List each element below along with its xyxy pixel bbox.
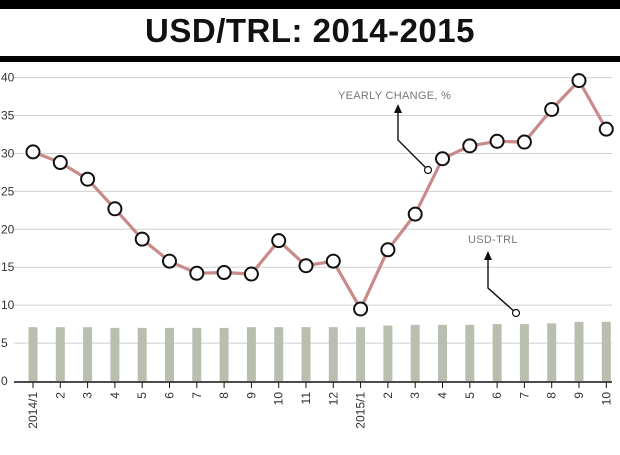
bar: [328, 327, 338, 381]
x-tick-label: 12: [326, 392, 340, 406]
bar: [55, 327, 65, 381]
line-point: [380, 242, 396, 258]
top-rule: [0, 0, 620, 9]
chart-title: USD/TRL: 2014-2015: [145, 12, 475, 49]
usd-trl-pointer: [487, 258, 517, 314]
bar: [274, 327, 284, 381]
line-layer: [32, 79, 608, 311]
x-tick-label: 2014/1: [26, 392, 40, 429]
y-tick-label: 0: [1, 374, 8, 388]
bar: [492, 324, 502, 381]
line-point: [243, 266, 259, 282]
usd-trl-annotation: USD-TRL: [468, 234, 518, 246]
x-tick-label: 6: [163, 392, 177, 399]
yearly-change-annotation: YEARLY CHANGE, %: [338, 90, 451, 102]
x-tick-label: 8: [217, 392, 231, 399]
line-point: [107, 201, 123, 217]
x-tick-label: 4: [436, 392, 450, 399]
x-tick-label: 4: [108, 392, 122, 399]
x-tick-label: 7: [190, 392, 204, 399]
bar: [83, 327, 93, 381]
usd-trl-arrowhead: [484, 251, 492, 260]
yearly-change-arrowhead: [394, 104, 402, 113]
line-point: [298, 258, 314, 274]
y-tick-label: 5: [1, 336, 8, 350]
x-tick-label: 2: [381, 392, 395, 399]
line-point: [134, 231, 150, 247]
bar: [547, 323, 557, 381]
bar: [246, 327, 256, 381]
x-tick-label: 6: [490, 392, 504, 399]
bar: [465, 324, 475, 381]
line-point: [544, 101, 560, 117]
bar: [383, 325, 393, 381]
line-point: [216, 265, 232, 281]
bar: [519, 324, 529, 381]
x-tick-label: 9: [244, 392, 258, 399]
x-tick-label: 5: [135, 392, 149, 399]
grid-layer: [14, 77, 612, 344]
line-point: [516, 134, 532, 150]
y-tick-label: 25: [1, 184, 15, 198]
bar: [574, 321, 584, 381]
title-rule: [0, 56, 620, 62]
line-point: [353, 301, 369, 317]
y-tick-label: 40: [1, 71, 15, 85]
yearly-change-line: [32, 79, 608, 311]
line-point: [325, 253, 341, 269]
x-tick-label: 5: [463, 392, 477, 399]
line-point: [407, 206, 423, 222]
point-layer: [25, 73, 614, 317]
bar: [192, 327, 202, 381]
bar: [137, 327, 147, 381]
line-point: [489, 133, 505, 149]
line-point: [271, 233, 287, 249]
x-tick-label: 7: [517, 392, 531, 399]
line-point: [189, 265, 205, 281]
x-tick-label: 2015/1: [354, 392, 368, 429]
bar: [438, 324, 447, 381]
line-point: [162, 253, 177, 269]
x-tick-label: 11: [299, 392, 313, 405]
x-tick-label: 8: [545, 392, 559, 399]
line-point: [462, 138, 478, 154]
line-point: [80, 171, 96, 187]
x-tick-label: 9: [572, 392, 586, 399]
x-tick-label: 3: [408, 392, 422, 399]
bar-layer: [28, 321, 611, 381]
bar: [410, 324, 420, 381]
x-tick-label: 2: [53, 392, 67, 399]
x-tick-label: 10: [599, 392, 613, 406]
bar: [165, 327, 174, 381]
x-tick-label: 3: [81, 392, 95, 399]
y-tick-label: 20: [1, 222, 15, 236]
bar: [601, 321, 611, 381]
line-point: [25, 144, 41, 160]
yearly-change-pointer: [397, 110, 429, 171]
x-tick-label: 10: [272, 392, 286, 406]
y-tick-label: 35: [1, 109, 15, 123]
bar: [301, 327, 311, 381]
bar: [356, 327, 366, 381]
yearly-change-pointer-dot: [423, 165, 433, 175]
y-tick-label: 15: [1, 260, 15, 274]
usd-trl-pointer-dot: [511, 308, 521, 318]
bar: [219, 327, 229, 381]
line-point: [435, 151, 450, 167]
bar: [28, 327, 38, 381]
y-tick-label: 10: [1, 298, 15, 312]
y-tick-label: 30: [1, 146, 15, 160]
line-point: [598, 121, 614, 137]
line-point: [571, 73, 587, 89]
line-point: [52, 155, 68, 171]
bar: [110, 327, 120, 381]
annotation-layer: YEARLY CHANGE, % USD-TRL: [338, 90, 521, 318]
